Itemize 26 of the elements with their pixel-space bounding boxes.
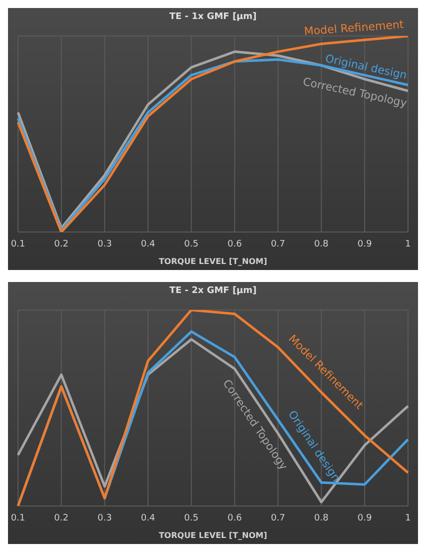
- x-tick-label: 0.1: [10, 513, 26, 524]
- x-tick-label: 0.4: [140, 239, 156, 250]
- x-tick-label: 0.2: [54, 513, 68, 524]
- x-axis-title: TORQUE LEVEL [T_NOM]: [158, 257, 268, 266]
- x-tick-label: 0.2: [54, 239, 68, 250]
- x-tick-label: 0.3: [98, 239, 112, 250]
- chart-title: TE - 2x GMF [µm]: [168, 286, 258, 296]
- x-axis-title: TORQUE LEVEL [T_NOM]: [158, 531, 268, 540]
- x-tick-label: 0.6: [228, 239, 242, 250]
- x-tick-label: 0.6: [228, 513, 242, 524]
- chart-title: TE - 1x GMF [µm]: [169, 12, 257, 22]
- x-tick-label: 0.8: [314, 513, 329, 524]
- series-label: Model Refinement: [304, 18, 405, 38]
- x-tick-label: 0.9: [358, 513, 372, 524]
- x-tick-label: 0.9: [358, 239, 372, 250]
- x-tick-label: 1: [405, 239, 411, 250]
- x-tick-label: 0.8: [314, 239, 329, 250]
- text: Original design: [324, 52, 408, 82]
- x-tick-label: 1: [405, 513, 411, 524]
- x-tick-label: 0.7: [270, 239, 286, 250]
- x-tick-label: 0.4: [140, 513, 156, 524]
- x-tick-label: 0.5: [184, 239, 198, 250]
- x-tick-label: 0.1: [10, 239, 26, 250]
- x-tick-label: 0.7: [270, 513, 286, 524]
- x-tick-label: 0.3: [98, 513, 112, 524]
- x-tick-label: 0.5: [184, 513, 198, 524]
